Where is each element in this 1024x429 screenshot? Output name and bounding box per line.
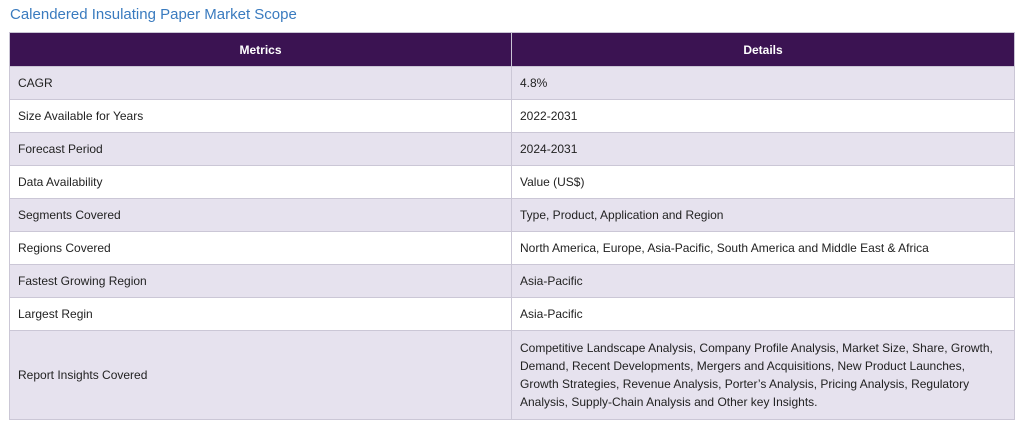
table-row: Size Available for Years 2022-2031 — [9, 99, 1015, 133]
metric-cell: Fastest Growing Region — [9, 264, 512, 298]
detail-cell: 2022-2031 — [511, 99, 1015, 133]
metric-cell: Data Availability — [9, 165, 512, 199]
table-row: Data Availability Value (US$) — [9, 165, 1015, 199]
detail-cell: Value (US$) — [511, 165, 1015, 199]
page-title: Calendered Insulating Paper Market Scope — [10, 6, 297, 23]
metric-cell: Regions Covered — [9, 231, 512, 265]
detail-cell: Type, Product, Application and Region — [511, 198, 1015, 232]
detail-cell: 2024-2031 — [511, 132, 1015, 166]
metric-cell: Size Available for Years — [9, 99, 512, 133]
metric-cell: Largest Regin — [9, 297, 512, 331]
table-header-row: Metrics Details — [9, 32, 1015, 67]
table-row: Segments Covered Type, Product, Applicat… — [9, 198, 1015, 232]
metric-cell: Report Insights Covered — [9, 330, 512, 420]
table-row: Report Insights Covered Competitive Land… — [9, 330, 1015, 420]
table-row: CAGR 4.8% — [9, 66, 1015, 100]
market-scope-table: Metrics Details CAGR 4.8% Size Available… — [9, 32, 1015, 420]
header-metrics: Metrics — [9, 32, 512, 67]
table-row: Forecast Period 2024-2031 — [9, 132, 1015, 166]
metric-cell: Segments Covered — [9, 198, 512, 232]
table-row: Largest Regin Asia-Pacific — [9, 297, 1015, 331]
detail-cell: Asia-Pacific — [511, 264, 1015, 298]
detail-cell: Competitive Landscape Analysis, Company … — [511, 330, 1015, 420]
detail-cell: Asia-Pacific — [511, 297, 1015, 331]
detail-cell: North America, Europe, Asia-Pacific, Sou… — [511, 231, 1015, 265]
detail-cell: 4.8% — [511, 66, 1015, 100]
metric-cell: Forecast Period — [9, 132, 512, 166]
metric-cell: CAGR — [9, 66, 512, 100]
header-details: Details — [511, 32, 1015, 67]
table-row: Regions Covered North America, Europe, A… — [9, 231, 1015, 265]
table-row: Fastest Growing Region Asia-Pacific — [9, 264, 1015, 298]
